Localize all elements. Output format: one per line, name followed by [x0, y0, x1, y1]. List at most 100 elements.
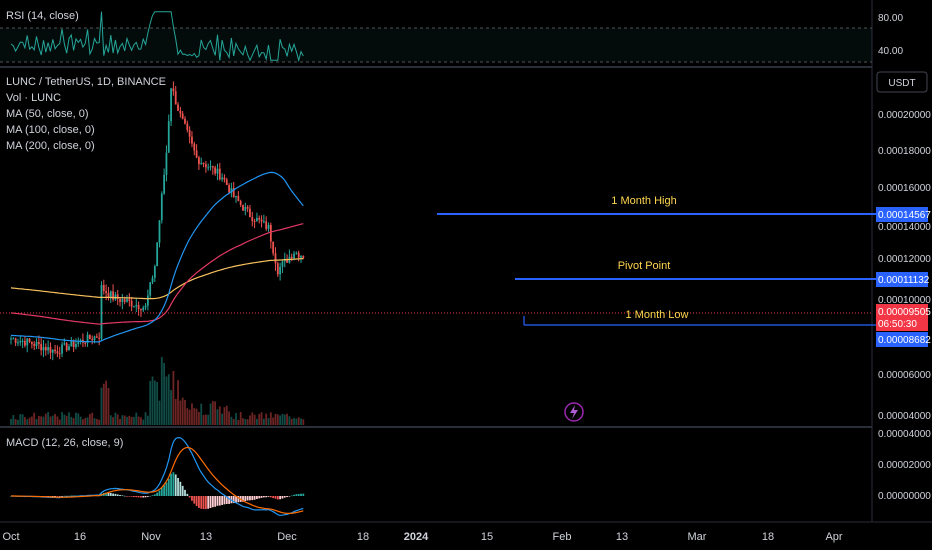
candlestick — [47, 340, 50, 355]
candle-body — [26, 338, 29, 346]
candlestick — [181, 111, 184, 120]
candle-body — [51, 349, 54, 353]
pivot-point-badge — [876, 272, 928, 287]
volume-bar — [28, 417, 31, 425]
candlestick — [28, 338, 31, 344]
volume-legend[interactable]: Vol · LUNC — [6, 92, 61, 104]
candle-body — [65, 343, 68, 351]
candle-body — [84, 342, 87, 344]
volume-bar — [244, 419, 247, 425]
macd-histogram-bar — [265, 496, 268, 498]
candlestick — [75, 338, 77, 350]
candlestick — [158, 220, 161, 248]
volume-bar — [12, 415, 15, 425]
volume-bar — [151, 376, 154, 425]
candle-body — [230, 188, 233, 193]
currency-button-label: USDT — [888, 78, 915, 89]
macd-histogram-bar — [140, 496, 142, 498]
currency-button[interactable] — [876, 71, 928, 93]
volume-bar — [123, 415, 126, 425]
candlestick — [98, 332, 101, 346]
candlestick — [77, 337, 80, 347]
candlestick — [49, 342, 52, 360]
candlestick — [177, 102, 179, 112]
time-axis-label: 18 — [357, 531, 369, 543]
candle-body — [249, 208, 251, 218]
volume-bar — [88, 414, 91, 425]
volume-bar — [262, 418, 265, 425]
volume-bar — [30, 416, 33, 425]
volume-bar — [253, 414, 256, 425]
price-tick-label: 0.00016000 — [878, 183, 931, 194]
candlestick — [165, 145, 168, 182]
candlestick — [230, 182, 233, 198]
candlestick — [276, 261, 279, 277]
rsi-line — [10, 11, 304, 63]
volume-bar — [297, 417, 300, 425]
candle-body — [272, 241, 275, 254]
candlestick — [244, 202, 247, 216]
symbol-legend[interactable]: LUNC / TetherUS, 1D, BINANCE — [6, 76, 166, 88]
candlestick — [65, 342, 68, 352]
volume-bar — [239, 412, 242, 425]
month-low-badge-value: 0.00008682 — [878, 335, 931, 346]
ma100-legend[interactable]: MA (100, close, 0) — [6, 124, 95, 136]
candlestick — [228, 183, 230, 195]
candlestick — [58, 346, 61, 360]
volume-bar — [302, 419, 305, 425]
lightning-bolt-icon[interactable] — [564, 402, 584, 422]
volume-bar — [276, 414, 279, 425]
volume-bar — [267, 418, 270, 425]
candlestick — [153, 264, 156, 283]
volume-bar — [114, 412, 117, 425]
macd-histogram-bar — [68, 495, 70, 497]
candlestick — [70, 336, 73, 347]
candlestick — [262, 214, 265, 224]
candle-body — [12, 338, 15, 340]
candle-body — [163, 174, 166, 194]
macd-histogram-bar — [160, 487, 163, 496]
macd-histogram-bar — [232, 496, 235, 504]
candlestick — [295, 251, 298, 255]
candle-body — [177, 104, 179, 111]
time-axis[interactable]: Oct 16 Nov 13 Dec 18 2024 15 Feb 13 Mar … — [2, 531, 842, 543]
candlestick — [286, 254, 288, 264]
volume-bar — [249, 415, 251, 425]
macd-histogram-bar — [133, 496, 135, 498]
volume-bar — [77, 413, 80, 425]
ma200-legend[interactable]: MA (200, close, 0) — [6, 140, 95, 152]
macd-histogram-bar — [58, 496, 61, 497]
macd-histogram-bar — [114, 493, 117, 496]
candle-body — [198, 157, 200, 165]
candle-body — [130, 300, 133, 307]
macd-histogram-bar — [228, 496, 230, 504]
volume-bar — [177, 380, 179, 425]
price-pane: 1 Month High Pivot Point 1 Month Low LUN… — [0, 71, 931, 425]
macd-tick-label: 0.00000000 — [878, 491, 931, 502]
candle-body — [33, 343, 36, 346]
candle-body — [200, 162, 203, 165]
volume-bar — [144, 412, 147, 425]
volume-bar — [163, 362, 166, 425]
candlestick — [151, 275, 154, 285]
candlestick — [100, 281, 103, 341]
macd-histogram-bar — [121, 495, 124, 496]
rsi-legend: RSI (14, close) — [6, 10, 79, 22]
volume-bar — [158, 400, 161, 425]
volume-bar — [149, 380, 152, 425]
volume-bar — [204, 414, 207, 425]
ma50-legend[interactable]: MA (50, close, 0) — [6, 108, 89, 120]
pivot-point-annotation: Pivot Point — [618, 260, 671, 272]
volume-bar — [63, 414, 66, 425]
candle-body — [77, 341, 80, 344]
time-axis-label: Feb — [553, 531, 572, 543]
candle-body — [28, 338, 31, 342]
macd-histogram-bar — [116, 494, 119, 496]
last-price-value: 0.00009505 — [878, 307, 931, 318]
volume-bar — [135, 412, 138, 425]
candle-body — [274, 253, 277, 264]
candlestick — [109, 290, 112, 303]
candle-body — [279, 266, 282, 275]
macd-legend[interactable]: MACD (12, 26, close, 9) — [6, 437, 123, 449]
